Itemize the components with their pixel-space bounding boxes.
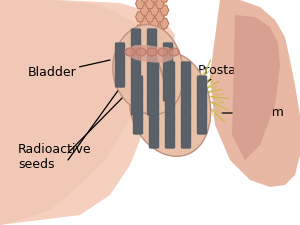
FancyBboxPatch shape (116, 57, 124, 73)
Polygon shape (146, 4, 154, 13)
FancyBboxPatch shape (131, 57, 140, 73)
Polygon shape (146, 0, 154, 9)
FancyBboxPatch shape (149, 132, 158, 148)
Polygon shape (136, 48, 146, 56)
FancyBboxPatch shape (116, 71, 124, 87)
Polygon shape (141, 10, 149, 20)
FancyBboxPatch shape (182, 104, 190, 120)
Polygon shape (155, 12, 164, 22)
FancyBboxPatch shape (197, 76, 206, 92)
FancyBboxPatch shape (166, 62, 175, 78)
FancyBboxPatch shape (149, 118, 158, 134)
FancyBboxPatch shape (166, 132, 175, 148)
FancyBboxPatch shape (149, 62, 158, 78)
FancyBboxPatch shape (166, 90, 175, 106)
Polygon shape (146, 25, 154, 35)
FancyBboxPatch shape (131, 43, 140, 59)
FancyBboxPatch shape (134, 118, 142, 134)
FancyBboxPatch shape (131, 29, 140, 45)
Polygon shape (113, 25, 184, 114)
FancyBboxPatch shape (148, 85, 157, 101)
Polygon shape (136, 25, 144, 35)
Polygon shape (125, 48, 135, 56)
Polygon shape (150, 10, 158, 20)
Polygon shape (140, 5, 149, 15)
Polygon shape (0, 0, 155, 225)
Polygon shape (155, 0, 164, 9)
FancyBboxPatch shape (134, 104, 142, 120)
Text: Bladder: Bladder (28, 60, 110, 79)
Polygon shape (150, 0, 158, 7)
Polygon shape (147, 48, 157, 56)
Polygon shape (160, 18, 169, 28)
Polygon shape (125, 45, 175, 63)
FancyBboxPatch shape (197, 104, 206, 120)
Text: Radioactive
seeds: Radioactive seeds (18, 143, 92, 171)
Polygon shape (146, 12, 154, 22)
FancyBboxPatch shape (182, 76, 190, 92)
Polygon shape (140, 18, 149, 28)
FancyBboxPatch shape (148, 43, 157, 59)
Polygon shape (137, 20, 162, 70)
FancyBboxPatch shape (134, 76, 142, 92)
Polygon shape (140, 25, 162, 85)
FancyBboxPatch shape (182, 62, 190, 78)
FancyBboxPatch shape (182, 90, 190, 106)
FancyBboxPatch shape (148, 99, 157, 115)
Polygon shape (154, 4, 163, 13)
Polygon shape (141, 0, 149, 7)
Polygon shape (140, 0, 149, 2)
FancyBboxPatch shape (182, 132, 190, 148)
FancyBboxPatch shape (131, 71, 140, 87)
Polygon shape (232, 15, 280, 160)
Polygon shape (130, 53, 211, 156)
Polygon shape (169, 48, 179, 56)
FancyBboxPatch shape (148, 71, 157, 87)
FancyBboxPatch shape (164, 57, 172, 73)
FancyBboxPatch shape (164, 85, 172, 101)
FancyBboxPatch shape (166, 118, 175, 134)
Polygon shape (150, 18, 159, 28)
Polygon shape (160, 0, 169, 2)
FancyBboxPatch shape (148, 57, 157, 73)
FancyBboxPatch shape (116, 43, 124, 59)
FancyBboxPatch shape (197, 90, 206, 106)
Polygon shape (158, 48, 168, 56)
FancyBboxPatch shape (164, 43, 172, 59)
FancyBboxPatch shape (182, 118, 190, 134)
FancyBboxPatch shape (164, 71, 172, 87)
Polygon shape (150, 0, 159, 2)
Text: Prostate: Prostate (168, 63, 250, 110)
FancyBboxPatch shape (131, 99, 140, 115)
FancyBboxPatch shape (134, 90, 142, 106)
FancyBboxPatch shape (149, 104, 158, 120)
Polygon shape (160, 5, 169, 15)
FancyBboxPatch shape (166, 104, 175, 120)
Polygon shape (136, 0, 144, 9)
FancyBboxPatch shape (149, 90, 158, 106)
FancyBboxPatch shape (148, 29, 157, 45)
Text: Rectum: Rectum (222, 106, 285, 119)
Polygon shape (0, 0, 175, 225)
FancyBboxPatch shape (166, 76, 175, 92)
FancyBboxPatch shape (131, 85, 140, 101)
Polygon shape (136, 12, 144, 22)
FancyBboxPatch shape (149, 76, 158, 92)
Polygon shape (210, 0, 300, 187)
FancyBboxPatch shape (197, 118, 206, 134)
Polygon shape (155, 25, 164, 35)
Polygon shape (150, 5, 159, 15)
